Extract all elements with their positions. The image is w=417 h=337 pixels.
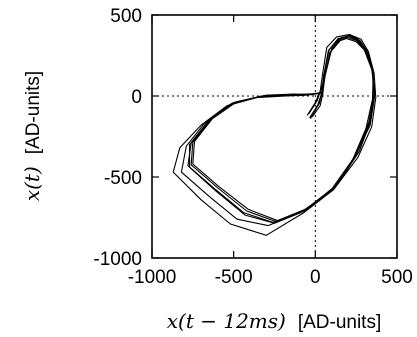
- plot-frame: [151, 14, 398, 259]
- x-axis-label-math: x(t − 12ms): [167, 309, 286, 333]
- y-tick-label: -1000: [93, 249, 142, 270]
- x-tick-label: -1000: [128, 267, 177, 288]
- y-tick-label: 0: [131, 87, 142, 108]
- x-tick-label: 0: [310, 267, 321, 288]
- trajectory-loop-4: [172, 34, 377, 236]
- x-tick-label: 500: [381, 267, 413, 288]
- y-axis-label-math: x(t): [20, 166, 44, 201]
- x-axis-label-unit: [AD-units]: [298, 312, 381, 333]
- y-axis-label-unit: [AD-units]: [23, 71, 44, 154]
- y-tick-label: -500: [104, 168, 142, 189]
- y-tick-label: 500: [110, 6, 142, 27]
- y-axis-label: x(t) [AD-units]: [20, 71, 44, 201]
- plot-background: [152, 15, 397, 258]
- trajectory-loop-6: [190, 36, 375, 223]
- x-axis-ticks: -1000 -500 0 500: [128, 15, 413, 288]
- trajectory-series: [172, 33, 377, 236]
- y-axis-ticks: -1000 -500 0 500: [93, 6, 397, 270]
- x-tick-label: -500: [215, 267, 253, 288]
- x-axis-label: x(t − 12ms) [AD-units]: [167, 309, 382, 333]
